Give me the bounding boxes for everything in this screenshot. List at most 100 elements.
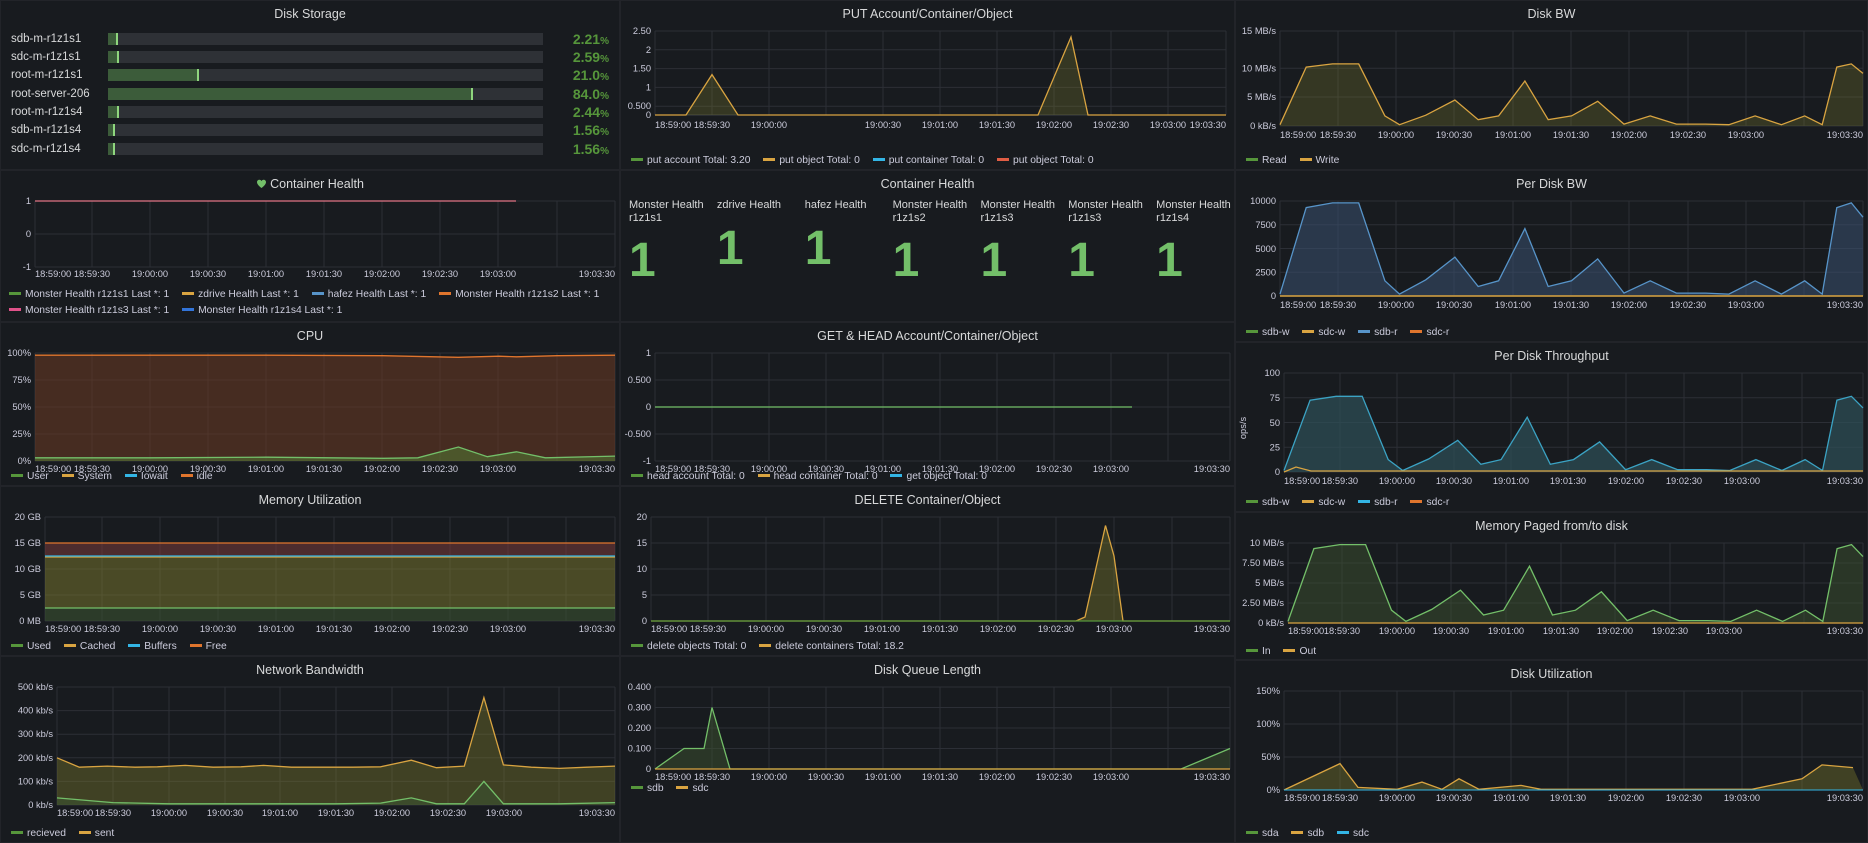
svg-text:18:59:00: 18:59:00	[651, 624, 687, 634]
svg-text:0 MB: 0 MB	[19, 616, 41, 626]
svg-text:18:59:00: 18:59:00	[35, 269, 71, 279]
svg-text:19:01:30: 19:01:30	[1550, 793, 1586, 803]
svg-text:19:00:00: 19:00:00	[1379, 793, 1415, 803]
svg-text:19:00:00: 19:00:00	[1379, 626, 1415, 636]
svg-text:0: 0	[646, 764, 651, 774]
svg-text:19:01:00: 19:01:00	[865, 772, 901, 782]
svg-text:19:00:00: 19:00:00	[142, 624, 178, 634]
svg-text:19:03:30: 19:03:30	[579, 464, 615, 474]
svg-text:1: 1	[646, 82, 651, 92]
svg-text:19:03:30: 19:03:30	[1827, 793, 1863, 803]
svg-text:50%: 50%	[12, 402, 31, 412]
svg-text:18:59:30: 18:59:30	[1322, 793, 1358, 803]
svg-text:19:03:30: 19:03:30	[1194, 772, 1230, 782]
svg-text:19:00:30: 19:00:30	[200, 624, 236, 634]
svg-text:10 MB/s: 10 MB/s	[1250, 538, 1284, 548]
svg-text:19:01:30: 19:01:30	[1553, 300, 1589, 310]
svg-text:19:00:30: 19:00:30	[190, 269, 226, 279]
svg-text:0 kB/s: 0 kB/s	[1258, 618, 1284, 628]
svg-text:19:02:30: 19:02:30	[422, 464, 458, 474]
svg-text:2.50 MB/s: 2.50 MB/s	[1242, 598, 1284, 608]
svg-text:18:59:00: 18:59:00	[1280, 300, 1316, 310]
svg-text:19:03:30: 19:03:30	[1190, 120, 1226, 130]
svg-text:19:03:30: 19:03:30	[579, 624, 615, 634]
svg-text:19:02:00: 19:02:00	[1611, 130, 1647, 140]
svg-text:19:00:30: 19:00:30	[1433, 626, 1469, 636]
svg-text:19:01:30: 19:01:30	[1550, 476, 1586, 486]
svg-text:19:01:00: 19:01:00	[1495, 300, 1531, 310]
svg-text:0%: 0%	[1267, 785, 1280, 795]
svg-text:19:02:30: 19:02:30	[1036, 464, 1072, 474]
svg-text:19:03:00: 19:03:00	[480, 464, 516, 474]
svg-text:0: 0	[646, 402, 651, 412]
svg-text:19:02:00: 19:02:00	[1611, 300, 1647, 310]
svg-text:19:02:30: 19:02:30	[1666, 793, 1702, 803]
svg-text:19:00:30: 19:00:30	[1436, 476, 1472, 486]
svg-text:19:01:30: 19:01:30	[1543, 626, 1579, 636]
svg-text:18:59:00: 18:59:00	[655, 120, 691, 130]
svg-text:2: 2	[646, 45, 651, 55]
svg-text:18:59:30: 18:59:30	[95, 808, 131, 818]
svg-text:19:01:00: 19:01:00	[1493, 476, 1529, 486]
svg-text:19:01:00: 19:01:00	[262, 808, 298, 818]
svg-text:19:02:00: 19:02:00	[364, 269, 400, 279]
svg-text:19:02:00: 19:02:00	[979, 772, 1015, 782]
svg-text:19:00:30: 19:00:30	[808, 772, 844, 782]
svg-text:0: 0	[642, 616, 647, 626]
svg-text:19:01:00: 19:01:00	[248, 464, 284, 474]
svg-text:15: 15	[637, 538, 647, 548]
svg-text:100 kb/s: 100 kb/s	[18, 776, 53, 786]
svg-text:19:02:30: 19:02:30	[1670, 300, 1706, 310]
svg-text:0.100: 0.100	[628, 744, 651, 754]
svg-text:19:02:30: 19:02:30	[1666, 476, 1702, 486]
svg-text:18:59:30: 18:59:30	[84, 624, 120, 634]
svg-text:15 MB/s: 15 MB/s	[1242, 26, 1276, 36]
svg-text:19:01:00: 19:01:00	[1488, 626, 1524, 636]
svg-text:100%: 100%	[1256, 719, 1280, 729]
svg-text:19:02:00: 19:02:00	[980, 624, 1016, 634]
svg-text:19:03:00: 19:03:00	[480, 269, 516, 279]
svg-text:0%: 0%	[18, 456, 31, 466]
svg-text:19:00:00: 19:00:00	[132, 269, 168, 279]
svg-text:19:03:00: 19:03:00	[1150, 120, 1186, 130]
svg-text:400 kb/s: 400 kb/s	[18, 706, 53, 716]
svg-text:19:02:30: 19:02:30	[430, 808, 466, 818]
svg-text:20 GB: 20 GB	[15, 512, 41, 522]
svg-text:0.500: 0.500	[628, 375, 651, 385]
svg-text:100%: 100%	[7, 348, 31, 358]
svg-text:19:02:00: 19:02:00	[374, 808, 410, 818]
svg-text:19:01:30: 19:01:30	[922, 624, 958, 634]
svg-text:18:59:30: 18:59:30	[74, 269, 110, 279]
svg-text:1.50: 1.50	[633, 64, 651, 74]
svg-text:19:03:00: 19:03:00	[1724, 793, 1760, 803]
svg-text:10 GB: 10 GB	[15, 564, 41, 574]
svg-text:18:59:30: 18:59:30	[1322, 476, 1358, 486]
svg-text:150%: 150%	[1256, 686, 1280, 696]
svg-text:19:00:00: 19:00:00	[1378, 130, 1414, 140]
svg-text:19:03:00: 19:03:00	[1096, 624, 1132, 634]
svg-text:18:59:30: 18:59:30	[1320, 130, 1356, 140]
svg-text:19:02:30: 19:02:30	[432, 624, 468, 634]
svg-text:15 GB: 15 GB	[15, 538, 41, 548]
svg-text:19:02:00: 19:02:00	[1597, 626, 1633, 636]
svg-text:300 kb/s: 300 kb/s	[18, 729, 53, 739]
svg-text:19:03:30: 19:03:30	[1194, 624, 1230, 634]
svg-text:10 MB/s: 10 MB/s	[1242, 63, 1276, 73]
svg-text:18:59:00: 18:59:00	[1284, 476, 1320, 486]
svg-text:19:03:30: 19:03:30	[579, 269, 615, 279]
svg-text:19:01:30: 19:01:30	[316, 624, 352, 634]
svg-text:7.50 MB/s: 7.50 MB/s	[1242, 558, 1284, 568]
svg-text:19:02:30: 19:02:30	[1652, 626, 1688, 636]
svg-text:0: 0	[646, 110, 651, 120]
svg-text:19:03:30: 19:03:30	[1827, 130, 1863, 140]
svg-text:18:59:30: 18:59:30	[690, 624, 726, 634]
svg-text:19:01:30: 19:01:30	[306, 269, 342, 279]
svg-text:18:59:00: 18:59:00	[1284, 793, 1320, 803]
svg-text:19:03:30: 19:03:30	[1194, 464, 1230, 474]
svg-text:19:01:00: 19:01:00	[864, 624, 900, 634]
svg-text:19:01:00: 19:01:00	[1495, 130, 1531, 140]
svg-text:20: 20	[637, 512, 647, 522]
svg-text:0: 0	[1275, 467, 1280, 477]
svg-text:19:00:00: 19:00:00	[1378, 300, 1414, 310]
svg-text:18:59:30: 18:59:30	[694, 120, 730, 130]
